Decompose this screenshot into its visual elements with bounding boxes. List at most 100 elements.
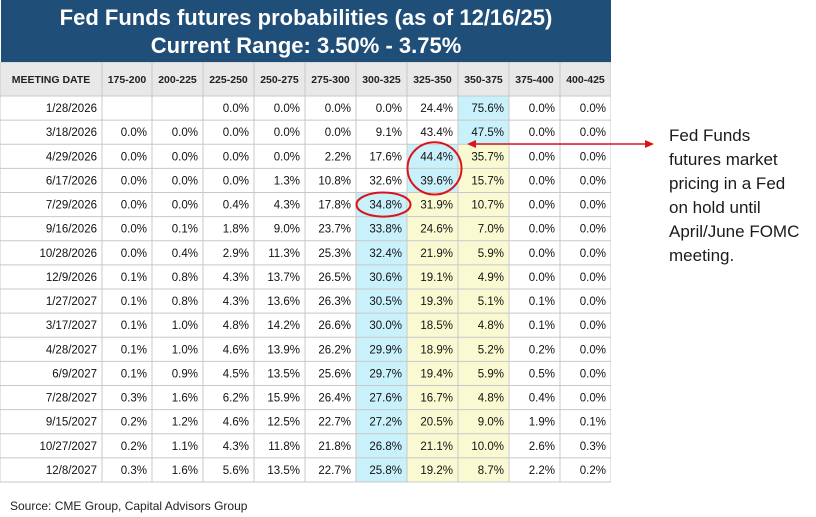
probability-cell: 0.0% [580,175,606,187]
probability-cell: 10.0% [471,441,504,453]
annotation-line: April/June FOMC [669,222,800,241]
probability-cell: 21.8% [318,441,351,453]
probability-cell: 32.6% [369,175,402,187]
probability-cell: 19.2% [420,465,453,477]
probability-cell: 4.3% [223,441,249,453]
probability-cell: 0.3% [121,465,147,477]
probability-cell: 0.1% [529,296,555,308]
probability-cell: 0.0% [529,248,555,260]
probability-cell: 16.7% [420,393,453,405]
probability-cell: 30.5% [369,296,402,308]
probability-cell: 26.3% [318,296,351,308]
probability-cell: 29.7% [369,368,402,380]
probability-cell: 0.4% [223,200,249,212]
probability-cell: 0.0% [121,127,147,139]
probability-cell: 4.3% [223,296,249,308]
probability-cell: 31.9% [420,200,453,212]
probability-cell: 25.8% [369,465,402,477]
meeting-date-cell: 6/9/2027 [52,368,97,380]
probability-cell: 15.7% [471,175,504,187]
probability-cell: 0.0% [580,296,606,308]
probability-cell: 9.1% [376,127,402,139]
column-header: 375-400 [515,74,554,86]
column-header: 400-425 [566,74,605,86]
probability-cell: 4.8% [478,393,504,405]
probability-cell: 4.3% [274,200,300,212]
cell-highlight [458,120,509,145]
probability-cell: 21.1% [420,441,453,453]
probability-cell: 0.0% [580,344,606,356]
probability-cell: 0.2% [121,417,147,429]
probability-cell: 0.0% [274,151,300,163]
probability-cell: 0.0% [529,224,555,236]
probability-cell: 32.4% [369,248,402,260]
probability-cell: 0.0% [274,127,300,139]
probability-cell: 1.6% [172,465,198,477]
probability-cell: 0.0% [172,127,198,139]
probability-cell: 19.4% [420,368,453,380]
probability-cell: 1.6% [172,393,198,405]
probability-cell: 0.1% [121,296,147,308]
probability-cell: 0.0% [529,103,555,115]
probability-cell: 0.0% [580,103,606,115]
probability-cell: 30.6% [369,272,402,284]
column-header: 200-225 [158,74,197,86]
probability-cell: 0.0% [325,127,351,139]
probability-cell: 1.0% [172,320,198,332]
probability-cell: 7.0% [478,224,504,236]
probability-cell: 5.6% [223,465,249,477]
probability-cell: 0.1% [121,368,147,380]
probability-cell: 0.0% [529,200,555,212]
probability-cell: 1.0% [172,344,198,356]
probability-cell: 0.0% [121,224,147,236]
probability-cell: 30.0% [369,320,402,332]
probability-cell: 0.0% [580,224,606,236]
probability-cell: 0.0% [121,248,147,260]
annotation-line: meeting. [669,246,735,265]
probability-cell: 0.0% [223,127,249,139]
probability-cell: 0.8% [172,296,198,308]
meeting-date-cell: 4/28/2027 [46,344,97,356]
chart-title: Fed Funds futures probabilities (as of 1… [59,5,553,30]
probability-cell: 6.2% [223,393,249,405]
meeting-date-cell: 4/29/2026 [46,151,97,163]
probability-cell: 0.0% [121,151,147,163]
annotation-line: futures market [669,150,778,169]
annotation-line: Fed Funds [669,126,751,145]
probability-cell: 0.1% [172,224,198,236]
probability-cell: 4.6% [223,417,249,429]
probability-cell: 10.8% [318,175,351,187]
probability-cell: 34.8% [369,200,402,212]
probability-cell: 0.1% [121,320,147,332]
probability-cell: 13.6% [267,296,300,308]
probability-cell: 0.0% [580,272,606,284]
probability-cell: 0.0% [529,175,555,187]
probability-cell: 0.3% [580,441,606,453]
probability-cell: 26.2% [318,344,351,356]
column-header: 300-325 [362,74,401,86]
probability-cell: 26.8% [369,441,402,453]
probability-cell: 0.2% [529,344,555,356]
probability-cell: 0.0% [529,127,555,139]
probability-cell: 17.8% [318,200,351,212]
probability-cell: 4.6% [223,344,249,356]
probability-cell: 0.0% [580,151,606,163]
meeting-date-cell: 10/27/2027 [39,441,97,453]
probability-cell: 0.0% [580,320,606,332]
probability-cell: 0.0% [580,368,606,380]
title-banner: Fed Funds futures probabilities (as of 1… [1,0,611,62]
probability-cell: 0.0% [529,272,555,284]
probability-cell: 0.8% [172,272,198,284]
probability-cell: 0.0% [121,200,147,212]
arrowhead-right [645,140,654,148]
column-header: 275-300 [311,74,350,86]
source-note: Source: CME Group, Capital Advisors Grou… [10,499,248,513]
meeting-date-cell: 12/8/2027 [46,465,97,477]
probability-cell: 13.9% [267,344,300,356]
probability-cell: 0.0% [580,248,606,260]
probability-cell: 23.7% [318,224,351,236]
probability-cell: 22.7% [318,465,351,477]
annotation-line: pricing in a Fed [669,174,786,193]
probability-cell: 5.2% [478,344,504,356]
probability-cell: 18.9% [420,344,453,356]
